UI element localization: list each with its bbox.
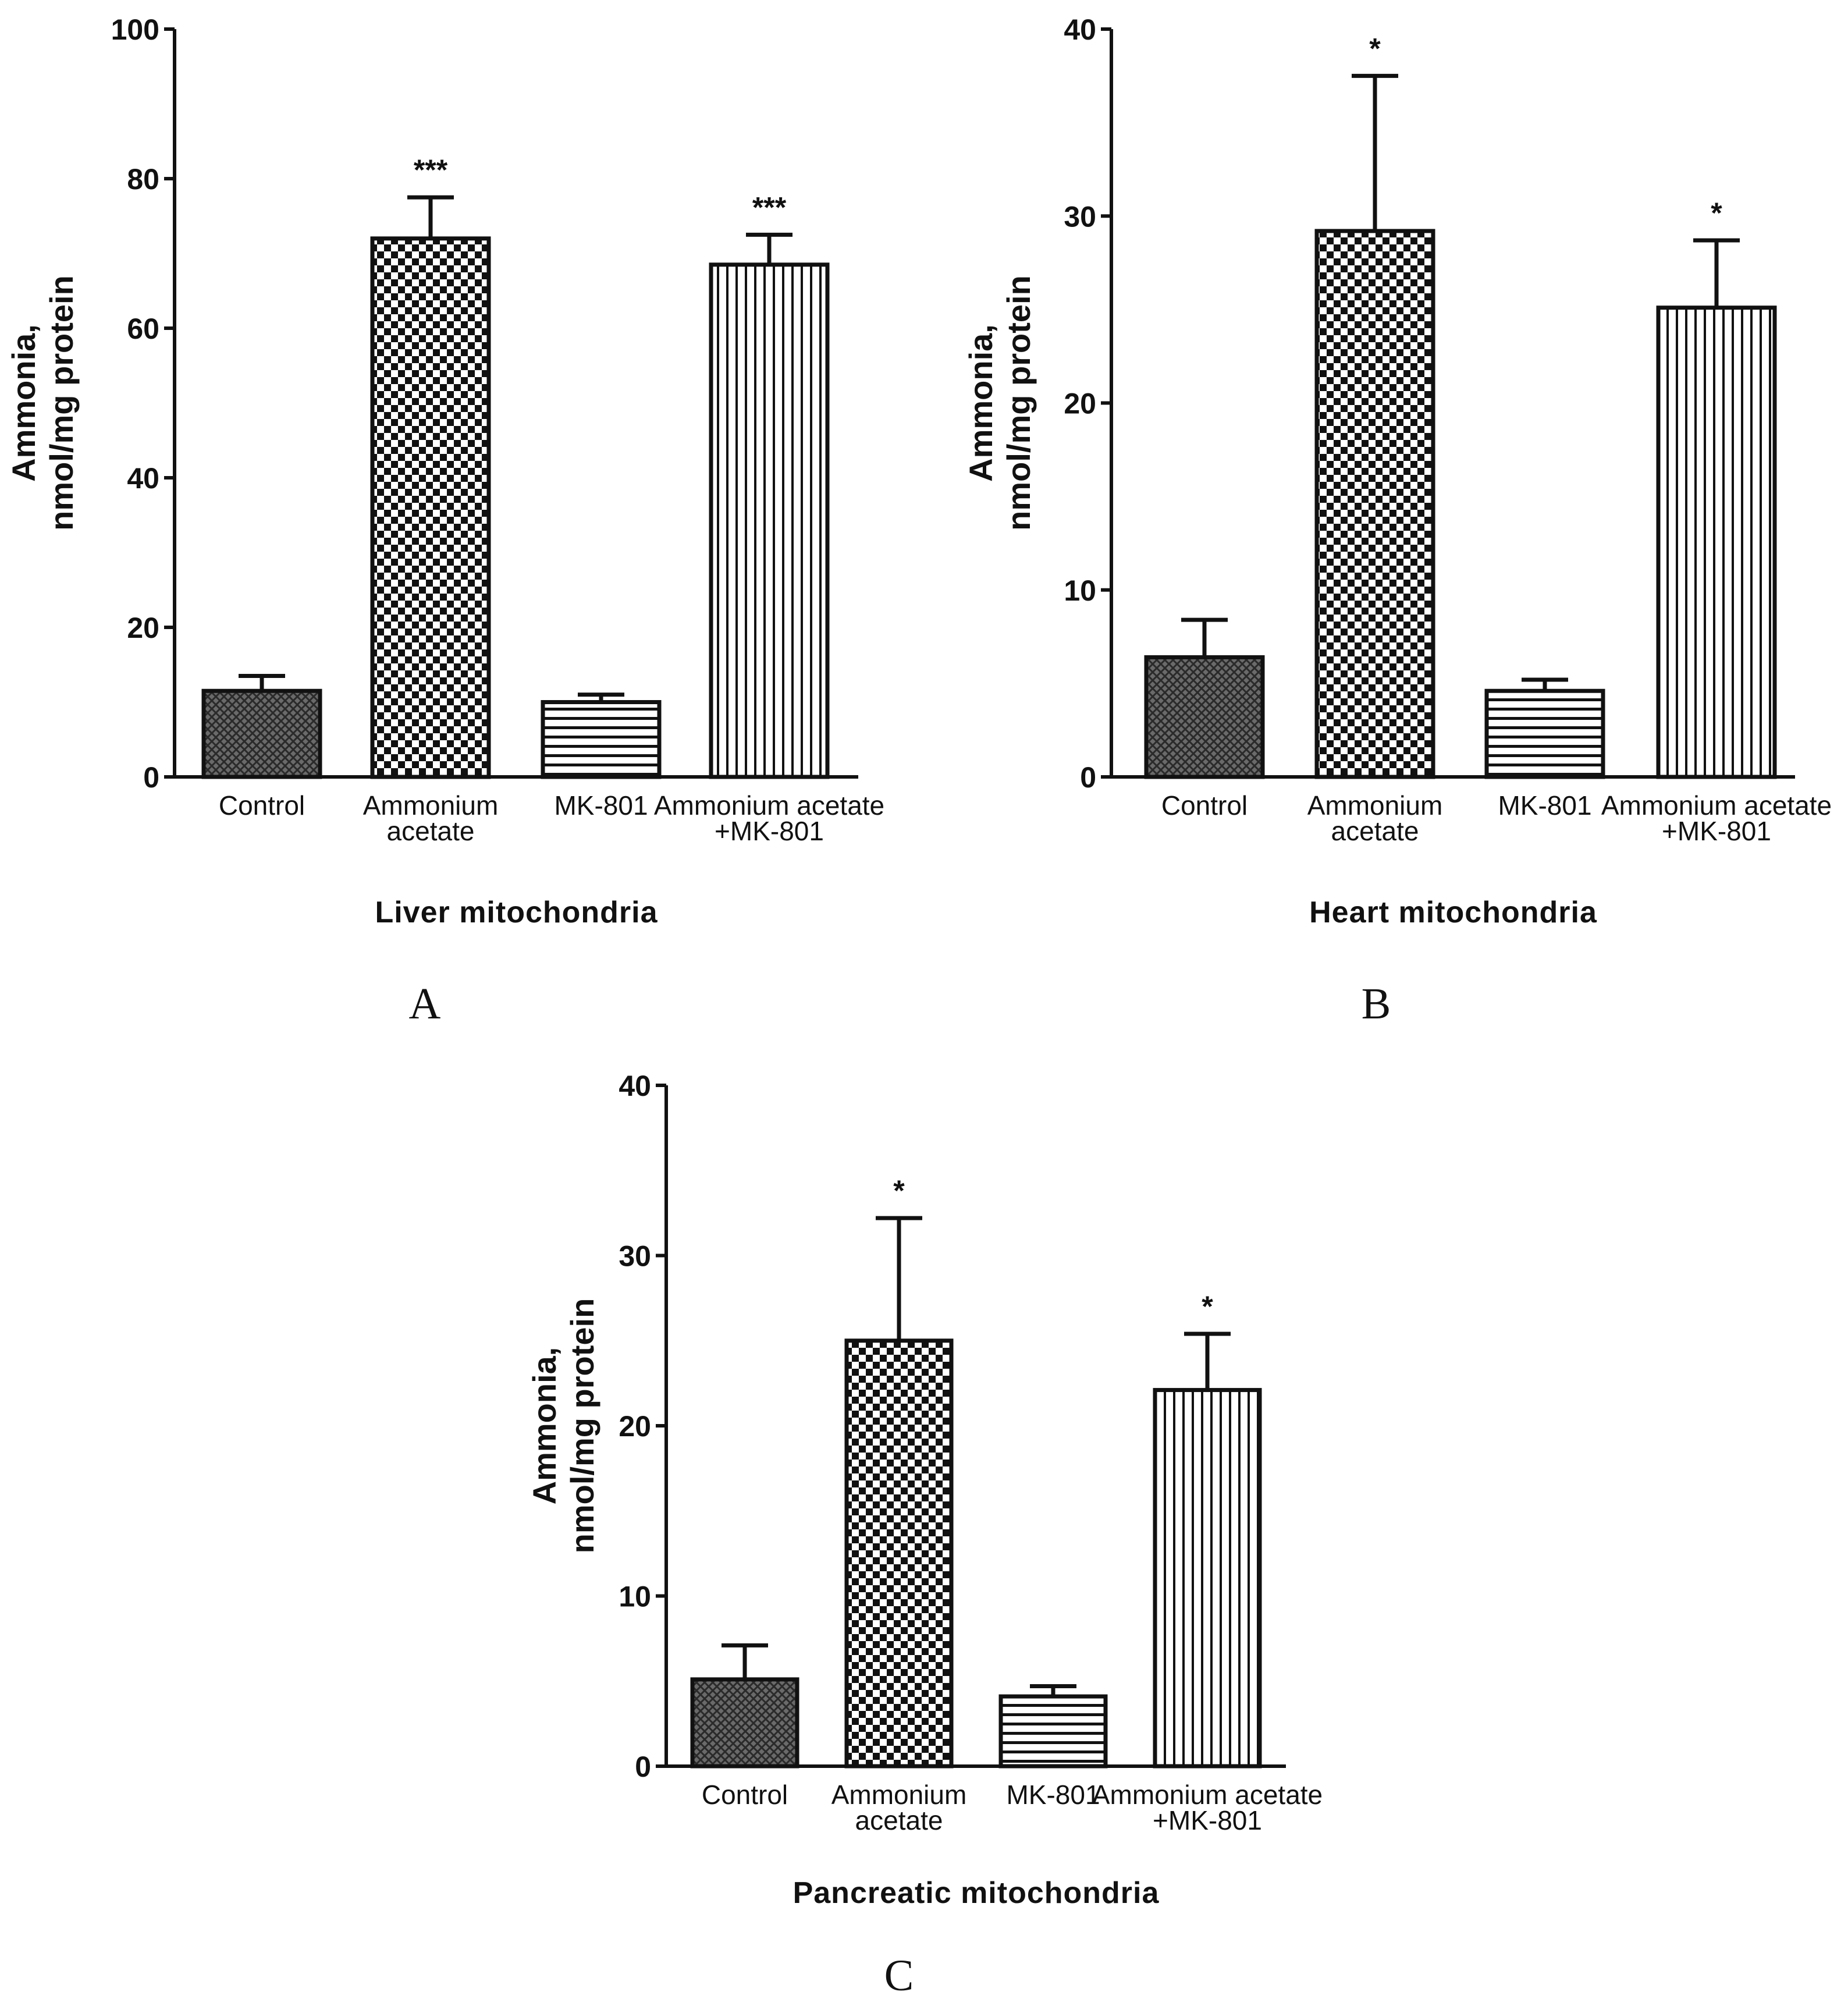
x-axis-label: Pancreatic mitochondria — [793, 1876, 1160, 1910]
category-label: +MK-801 — [715, 816, 824, 846]
bar-0 — [201, 688, 322, 779]
y-tick-label: 10 — [1064, 574, 1096, 607]
panel-letter: C — [884, 1951, 914, 1992]
bar-0 — [1144, 655, 1265, 779]
y-tick-label: 20 — [127, 612, 159, 644]
chart-panel-b: 0 10 20 30 40 Ammonia, nmol/mg protein Control *… — [962, 13, 1832, 1028]
significance-marker: *** — [752, 191, 787, 223]
category-label: Control — [1161, 790, 1248, 821]
y-tick-label: 10 — [619, 1581, 651, 1613]
category-label: Control — [219, 790, 305, 821]
y-axis-label: nmol/mg protein — [564, 1298, 600, 1554]
significance-marker: * — [1369, 32, 1381, 65]
x-axis-label: Liver mitochondria — [375, 896, 658, 929]
category-label: Ammonium — [363, 790, 499, 821]
category-label: acetate — [1331, 816, 1419, 846]
category-label: +MK-801 — [1662, 816, 1771, 846]
significance-marker: * — [893, 1174, 905, 1207]
category-label: MK-801 — [1006, 1780, 1100, 1810]
category-label: Ammonium — [831, 1780, 967, 1810]
bar-3 — [1656, 306, 1777, 779]
y-tick-label: 30 — [619, 1240, 651, 1273]
y-axis-label: Ammonia, — [5, 324, 42, 482]
y-tick-label: 20 — [619, 1410, 651, 1443]
category-label: Ammonium acetate — [654, 790, 884, 821]
category-label: Ammonium acetate — [1601, 790, 1832, 821]
category-label: Ammonium — [1307, 790, 1443, 821]
panel-letter: B — [1362, 979, 1391, 1028]
y-tick-label: 40 — [619, 1070, 651, 1102]
category-label: MK-801 — [1498, 790, 1591, 821]
y-axis-label: Ammonia, — [962, 324, 999, 482]
y-axis-label: Ammonia, — [526, 1347, 563, 1505]
y-tick-label: 40 — [1064, 13, 1096, 46]
bar-2 — [998, 1694, 1108, 1769]
chart-panel-c: 0 10 20 30 40 Ammonia, nmol/mg protein Control *… — [526, 1070, 1323, 1992]
y-tick-label: 30 — [1064, 200, 1096, 233]
y-tick-label: 20 — [1064, 388, 1096, 420]
y-axis-label: nmol/mg protein — [43, 275, 80, 531]
bar-1 — [1314, 229, 1435, 779]
bar-1 — [370, 236, 491, 779]
y-tick-label: 80 — [127, 163, 159, 196]
y-tick-label: 100 — [111, 13, 159, 46]
y-axis-label: nmol/mg protein — [1000, 275, 1037, 531]
y-tick-label: 0 — [635, 1750, 651, 1783]
y-tick-label: 60 — [127, 313, 159, 345]
bar-1 — [844, 1338, 954, 1769]
y-tick-label: 40 — [127, 462, 159, 495]
bar-0 — [690, 1677, 799, 1769]
y-tick-label: 0 — [143, 761, 159, 794]
significance-marker: * — [1202, 1290, 1213, 1323]
category-label: +MK-801 — [1153, 1805, 1262, 1835]
category-label: MK-801 — [554, 790, 648, 821]
bar-2 — [1484, 688, 1605, 779]
category-label: acetate — [387, 816, 475, 846]
bar-2 — [541, 700, 662, 779]
chart-panel-a: 0 20 40 60 80 100 Ammonia, nmol/mg protein Contr… — [5, 13, 884, 1028]
bar-3 — [709, 262, 830, 779]
bar-3 — [1153, 1388, 1262, 1769]
panel-letter: A — [409, 979, 441, 1028]
significance-marker: *** — [414, 154, 448, 186]
category-label: Ammonium acetate — [1092, 1780, 1323, 1810]
category-label: Control — [702, 1780, 788, 1810]
category-label: acetate — [855, 1805, 943, 1835]
y-tick-label: 0 — [1080, 761, 1096, 794]
x-axis-label: Heart mitochondria — [1309, 896, 1597, 929]
significance-marker: * — [1711, 197, 1722, 229]
